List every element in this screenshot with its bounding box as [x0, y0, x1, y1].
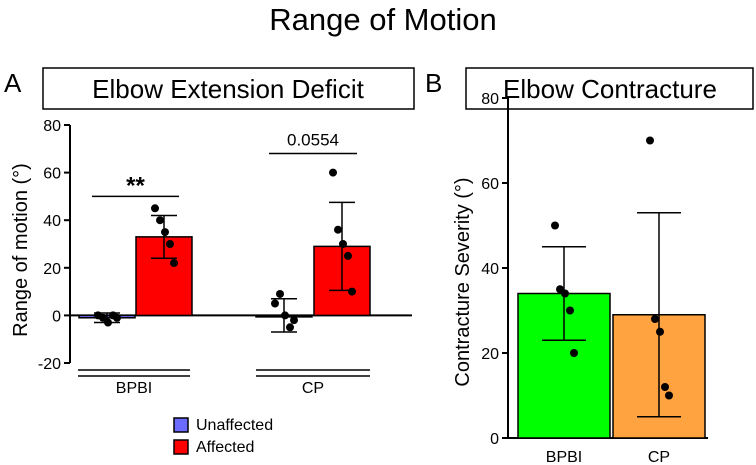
- panel-a-data-point: [348, 287, 356, 296]
- panel-a-group-label: CP: [302, 380, 324, 397]
- legend: Unaffected Affected: [173, 417, 273, 456]
- panel-b-plot: 0 20 40 60 80 BPBI CP: [481, 91, 708, 465]
- panel-b-data-point: [656, 327, 664, 336]
- legend-swatch-affected: [173, 439, 189, 455]
- panel-b-data-point: [566, 306, 574, 315]
- panel-a-title: Elbow Extension Deficit: [92, 74, 364, 104]
- panel-b-data-point: [651, 315, 659, 323]
- panel-a-data-point: [334, 225, 342, 234]
- panel-b-ytick-label: 20: [481, 346, 499, 363]
- panel-b-ylabel: Contracture Severity (°): [452, 177, 474, 386]
- panel-a-data-point: [156, 216, 164, 225]
- panel-b-category-label: BPBI: [546, 449, 582, 465]
- panel-b-data-point: [561, 289, 569, 298]
- panel-a-data-point: [161, 228, 169, 237]
- panel-a-ylabel: Range of motion (°): [10, 163, 32, 337]
- panel-a-data-point: [151, 204, 159, 213]
- panel-b-ytick-label: 80: [481, 91, 499, 108]
- panel-b-label: B: [425, 68, 442, 98]
- panel-b-ytick-label: 0: [490, 431, 499, 448]
- panel-a-data-point: [113, 313, 121, 322]
- panel-a-ytick-label: 20: [43, 261, 61, 278]
- panel-b-title-box: [465, 67, 754, 110]
- panel-a-significance-label: **: [126, 172, 145, 199]
- panel-a-data-point: [170, 259, 178, 268]
- panel-a-data-point: [290, 316, 298, 325]
- panel-b-title: Elbow Contracture: [503, 74, 717, 104]
- panel-a-data-point: [286, 323, 294, 332]
- panel-a-data-point: [339, 240, 347, 248]
- panel-b-data-point: [661, 383, 669, 391]
- figure-title: Range of Motion: [269, 2, 496, 37]
- legend-swatch-unaffected: [173, 417, 189, 433]
- panel-a-ytick-label: -20: [38, 356, 61, 373]
- panel-b-ytick-label: 40: [481, 261, 499, 278]
- panel-a-ytick-label: 40: [43, 213, 61, 230]
- panel-b-data-point: [646, 136, 654, 145]
- panel-a-data-point: [166, 240, 174, 248]
- panel-a-data-point: [281, 311, 289, 320]
- legend-label-unaffected: Unaffected: [196, 417, 273, 434]
- panel-a-title-box: [42, 67, 415, 110]
- panel-a-data-point: [271, 299, 279, 308]
- panel-a-data-point: [329, 168, 337, 177]
- panel-a-data-point: [99, 313, 107, 322]
- legend-label-affected: Affected: [196, 439, 254, 456]
- panel-a-ytick-label: 60: [43, 166, 61, 183]
- panel-a-ytick-label: 0: [52, 308, 61, 325]
- panel-a-data-point: [276, 289, 284, 298]
- panel-a-data-point: [104, 318, 112, 327]
- panel-a-ytick-label: 80: [43, 118, 61, 135]
- panel-a-significance-label: 0.0554: [287, 131, 339, 150]
- panel-b-data-point: [570, 349, 578, 357]
- panel-b-category-label: CP: [648, 449, 670, 465]
- panel-a-plot: -20 0 20 40 60 80 BPBI CP ** 0.0554: [38, 118, 412, 397]
- panel-a-group-label: BPBI: [116, 380, 152, 397]
- panel-a-label: A: [4, 68, 22, 98]
- panel-b-data-point: [551, 221, 559, 230]
- panel-b-ytick-label: 60: [481, 176, 499, 193]
- panel-b-data-point: [665, 391, 673, 400]
- panel-a-data-point: [344, 251, 352, 260]
